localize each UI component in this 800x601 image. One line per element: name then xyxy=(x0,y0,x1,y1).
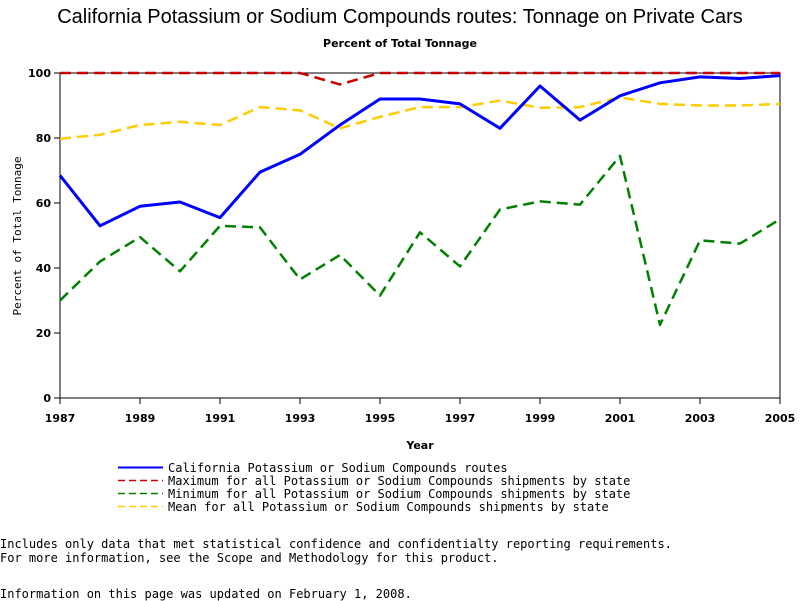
x-tick-label: 1999 xyxy=(525,412,556,425)
x-tick-label: 1995 xyxy=(365,412,396,425)
legend-swatch-mean xyxy=(118,505,163,508)
line-chart: 0 20 40 60 80 100 1987 1989 1991 1993 1995 1997 1999… xyxy=(11,67,796,452)
x-tick-label: 1997 xyxy=(445,412,476,425)
y-axis-label: Percent of Total Tonnage xyxy=(11,157,24,316)
legend: California Potassium or Sodium Compounds… xyxy=(118,460,631,514)
series-line-0 xyxy=(58,74,781,228)
legend-swatch-maximum xyxy=(118,479,163,482)
legend-swatch-california xyxy=(118,466,163,469)
update-notice: Information on this page was updated on … xyxy=(0,587,412,601)
legend-item: Minimum for all Potassium or Sodium Comp… xyxy=(118,486,631,501)
series-line-2 xyxy=(59,154,781,327)
legend-item: Mean for all Potassium or Sodium Compoun… xyxy=(118,499,630,514)
y-tick-label: 20 xyxy=(36,327,52,340)
series-line-1 xyxy=(60,71,780,86)
footnote-confidence: Includes only data that met statistical … xyxy=(0,537,672,551)
footnote-methodology: For more information, see the Scope and … xyxy=(0,551,499,565)
x-tick-label: 2003 xyxy=(685,412,716,425)
legend-label: Minimum for all Potassium or Sodium Comp… xyxy=(168,486,631,501)
x-axis-label: Year xyxy=(405,439,434,452)
x-tick-label: 2005 xyxy=(765,412,796,425)
x-tick-label: 1987 xyxy=(45,412,76,425)
legend-label: Maximum for all Potassium or Sodium Comp… xyxy=(168,473,631,488)
legend-label: California Potassium or Sodium Compounds… xyxy=(168,460,508,475)
footnotes: Includes only data that met statistical … xyxy=(0,537,672,565)
y-tick-label: 100 xyxy=(28,67,51,80)
y-tick-label: 60 xyxy=(36,197,52,210)
legend-swatch-minimum xyxy=(118,492,163,495)
y-tick-label: 0 xyxy=(43,392,51,405)
chart-subtitle: Percent of Total Tonnage xyxy=(323,37,477,50)
y-tick-label: 40 xyxy=(36,262,52,275)
legend-item: California Potassium or Sodium Compounds… xyxy=(118,460,630,475)
x-tick-label: 1991 xyxy=(205,412,236,425)
y-tick-label: 80 xyxy=(36,132,52,145)
legend-item: Maximum for all Potassium or Sodium Comp… xyxy=(118,473,631,488)
x-tick-label: 1989 xyxy=(125,412,156,425)
chart-title: California Potassium or Sodium Compounds… xyxy=(57,6,743,28)
x-tick-label: 1993 xyxy=(285,412,316,425)
series-line-3 xyxy=(59,96,781,140)
x-tick-label: 2001 xyxy=(605,412,636,425)
legend-label: Mean for all Potassium or Sodium Compoun… xyxy=(168,499,609,514)
